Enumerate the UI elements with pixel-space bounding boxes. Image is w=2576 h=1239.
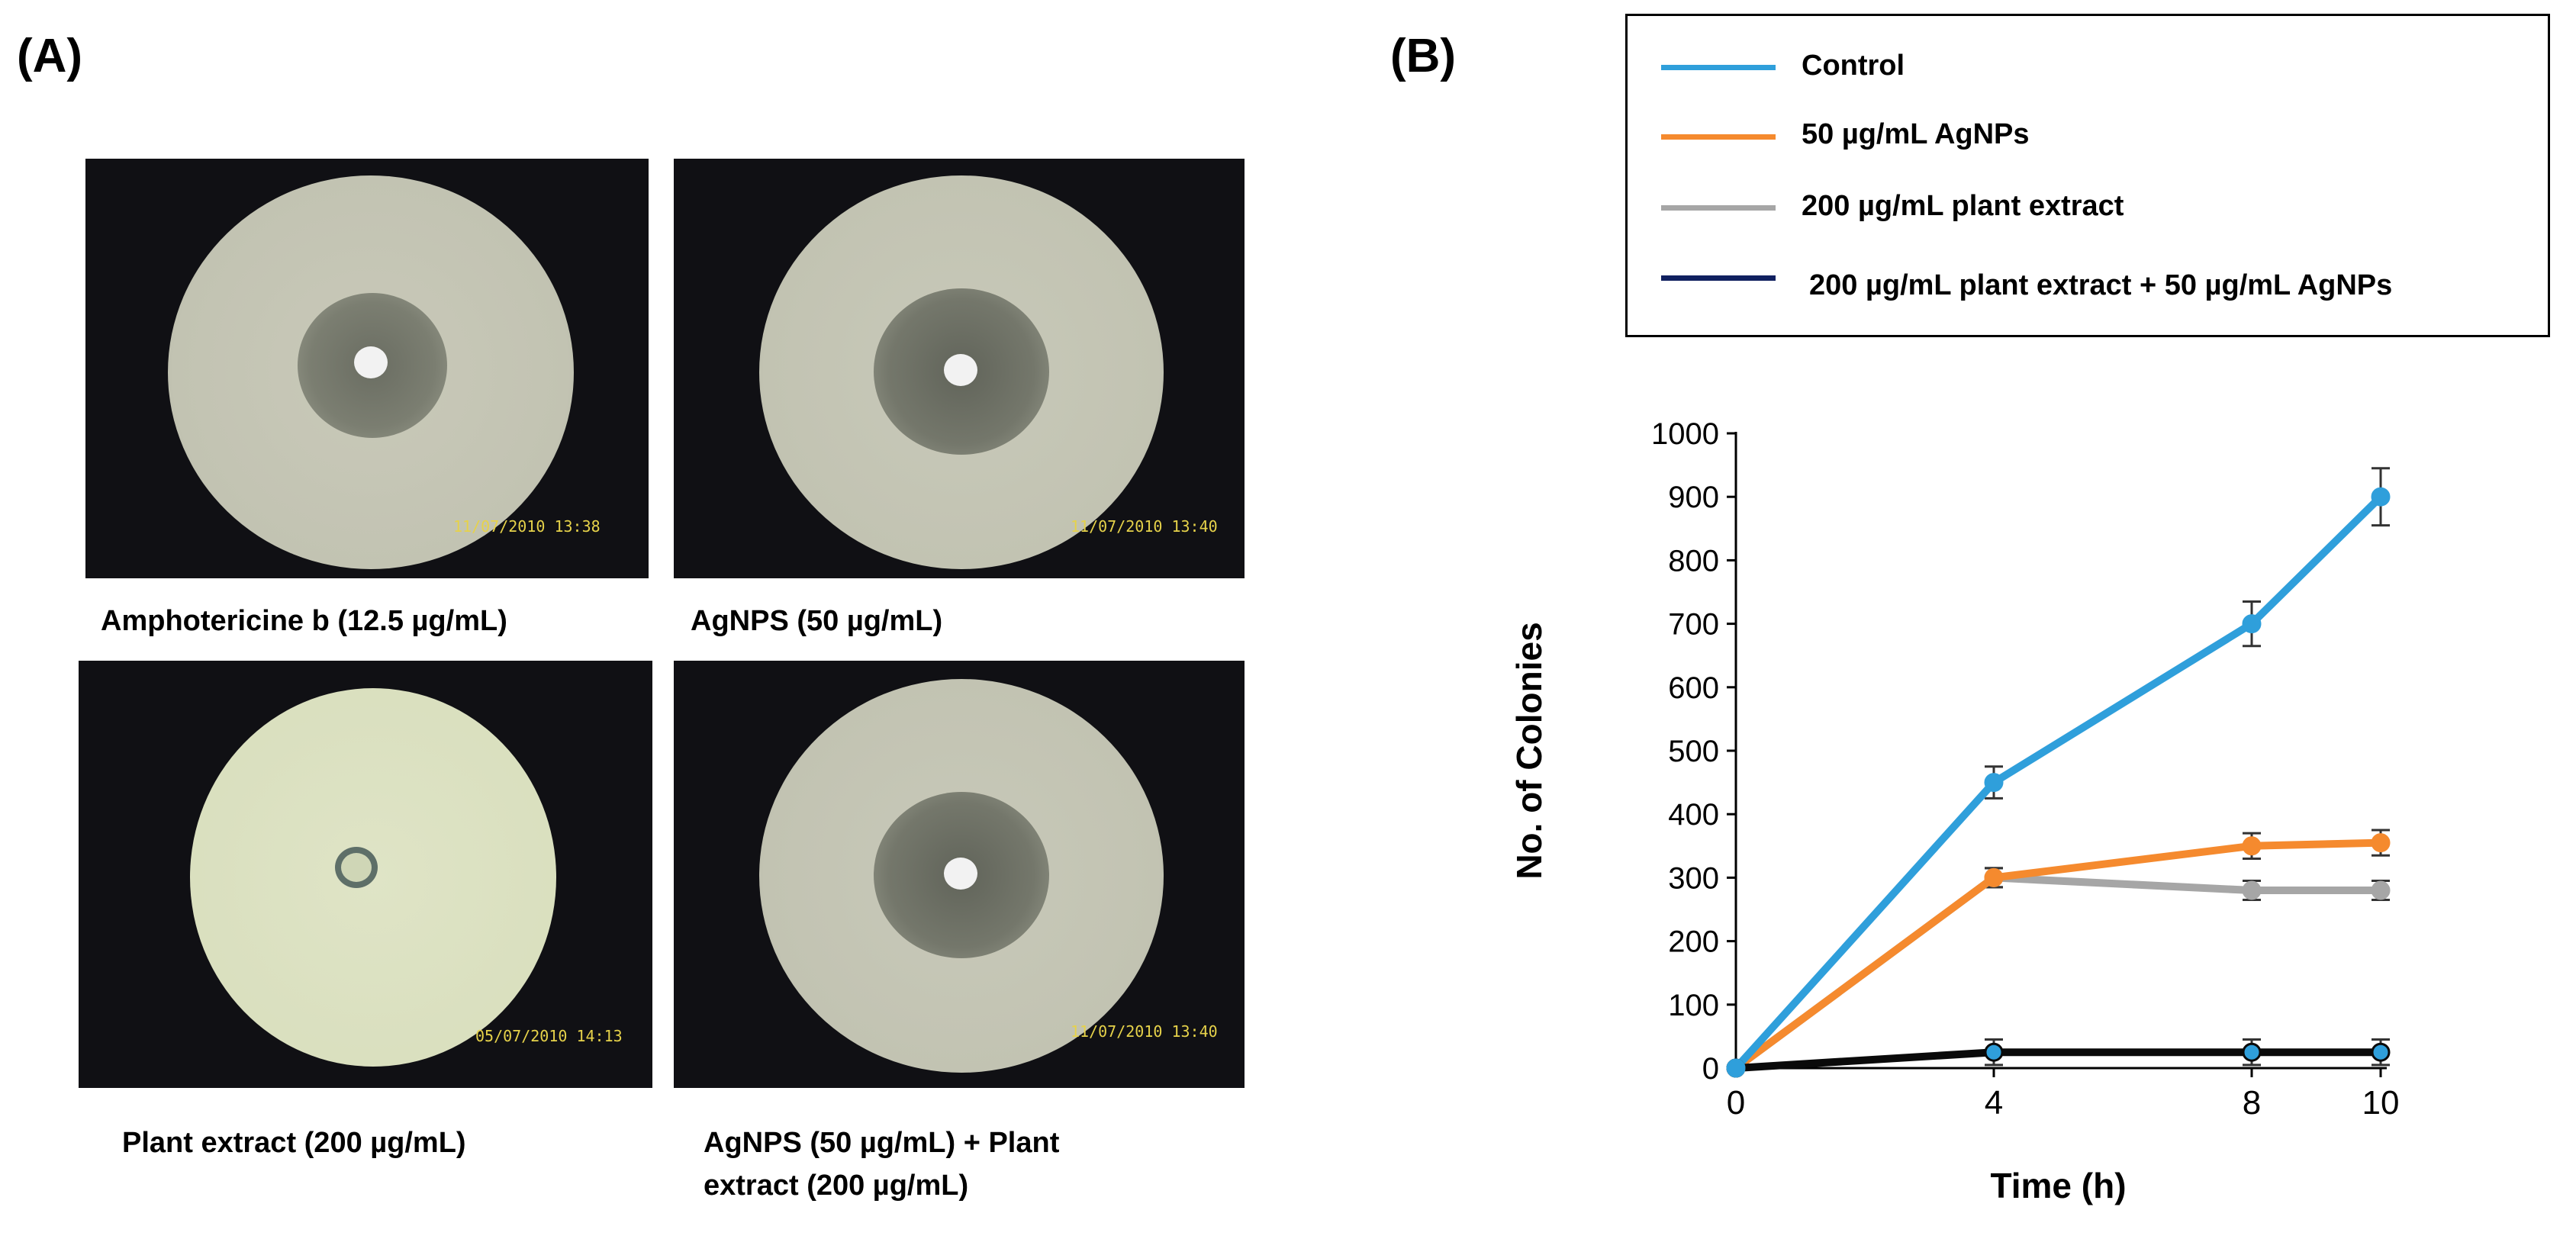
y-tick-label: 900 xyxy=(1668,481,1719,514)
data-point-control xyxy=(1984,773,2004,793)
legend-swatch-control xyxy=(1661,65,1776,70)
y-tick-label: 0 xyxy=(1702,1052,1719,1086)
y-tick-label: 800 xyxy=(1668,544,1719,578)
y-tick-label: 100 xyxy=(1668,989,1719,1022)
y-axis-title: No. of Colonies xyxy=(1509,622,1549,879)
timestamp: 11/07/2010 13:40 xyxy=(1071,517,1218,536)
data-point-combination xyxy=(2371,1042,2391,1062)
data-point-agnps xyxy=(2242,836,2262,856)
data-point-plant-extract xyxy=(2242,880,2262,900)
caption-line-2: extract (200 µg/mL) xyxy=(704,1170,969,1202)
timestamp: 11/07/2010 13:38 xyxy=(453,517,601,536)
y-tick-label: 200 xyxy=(1668,925,1719,959)
x-tick-label: 0 xyxy=(1727,1084,1745,1122)
legend-label-combo: 200 µg/mL plant extract + 50 µg/mL AgNPs xyxy=(1809,269,2393,301)
panel-a-label: (A) xyxy=(17,30,83,82)
petri-dish-photo-plant-extract: 05/07/2010 14:13 xyxy=(79,661,652,1088)
y-tick-label: 400 xyxy=(1668,798,1719,832)
chart-legend: Control 50 µg/mL AgNPs 200 µg/mL plant e… xyxy=(1625,14,2550,337)
series-line-combination xyxy=(1732,1048,2384,1072)
series-line-plant-extract xyxy=(1732,874,2384,1072)
y-tick-label: 600 xyxy=(1668,671,1719,705)
x-axis-title: Time (h) xyxy=(1990,1166,2126,1205)
caption-plant-extract: Plant extract (200 µg/mL) xyxy=(122,1127,466,1159)
data-point-plant-extract xyxy=(2371,880,2391,900)
antifungal-disc xyxy=(354,346,388,378)
y-tick-label: 1000 xyxy=(1651,417,1719,451)
series-line-agnps xyxy=(1732,838,2384,1072)
y-tick-label: 500 xyxy=(1668,735,1719,768)
caption-line-1: AgNPS (50 µg/mL) + Plant xyxy=(704,1127,1060,1159)
inhibition-ring xyxy=(335,847,378,888)
data-point-control xyxy=(2371,487,2391,507)
x-tick-label: 4 xyxy=(1985,1084,2003,1122)
legend-label-agnps: 50 µg/mL AgNPs xyxy=(1802,118,2030,150)
panel-b-label: (B) xyxy=(1390,30,1457,82)
legend-swatch-plant xyxy=(1661,205,1776,211)
antifungal-disc xyxy=(944,858,977,890)
x-tick-label: 10 xyxy=(2362,1084,2400,1122)
petri-dish-photo-amphotericine: 11/07/2010 13:38 xyxy=(85,159,649,578)
series-line-control xyxy=(1732,493,2384,1072)
data-point-agnps xyxy=(1984,867,2004,887)
antifungal-disc xyxy=(944,354,977,386)
legend-swatch-combo xyxy=(1661,275,1776,281)
data-point-combination xyxy=(2242,1042,2262,1062)
data-point-control xyxy=(1726,1058,1746,1078)
data-point-combination xyxy=(1984,1042,2004,1062)
y-tick-label: 300 xyxy=(1668,861,1719,895)
caption-amphotericine: Amphotericine b (12.5 µg/mL) xyxy=(101,605,507,637)
y-tick-label: 700 xyxy=(1668,608,1719,642)
legend-label-plant: 200 µg/mL plant extract xyxy=(1802,190,2124,222)
data-point-agnps xyxy=(2371,833,2391,853)
legend-label-control: Control xyxy=(1802,50,1905,82)
timestamp: 11/07/2010 13:40 xyxy=(1071,1022,1218,1041)
caption-agnps: AgNPS (50 µg/mL) xyxy=(691,605,943,637)
legend-swatch-agnps xyxy=(1661,134,1776,140)
petri-dish-photo-combination: 11/07/2010 13:40 xyxy=(674,661,1245,1088)
data-point-control xyxy=(2242,614,2262,634)
caption-combination: AgNPS (50 µg/mL) + Plant extract (200 µg… xyxy=(704,1122,1059,1207)
timestamp: 05/07/2010 14:13 xyxy=(475,1027,623,1045)
x-tick-label: 8 xyxy=(2243,1084,2261,1122)
petri-dish-photo-agnps: 11/07/2010 13:40 xyxy=(674,159,1245,578)
